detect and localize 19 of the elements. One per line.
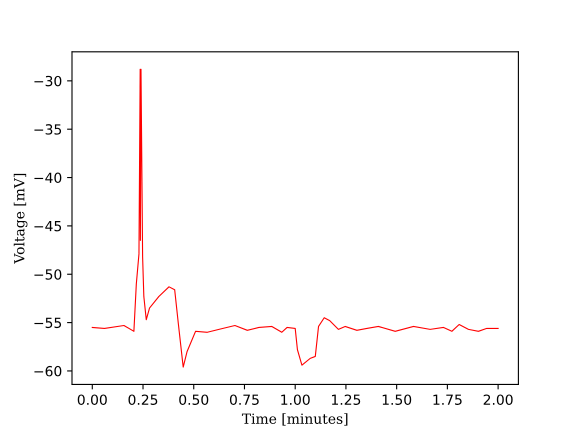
x-tick-label: 1.75 [433, 394, 462, 405]
x-tick-label: 2.00 [484, 394, 513, 405]
x-tick-label: 1.00 [281, 394, 310, 405]
x-tick-label: 0.25 [128, 394, 158, 405]
y-tick-label: −60 [34, 366, 62, 376]
x-tick-label: 0.75 [230, 394, 259, 405]
y-tick-label: −50 [34, 269, 62, 280]
x-tick-label: 1.25 [332, 394, 360, 405]
x-tick-label: 1.50 [382, 394, 412, 405]
x-tick-label: 0.50 [179, 394, 208, 405]
x-axis-title: Time [minutes] [242, 413, 348, 426]
y-tick-label: −45 [34, 221, 62, 232]
y-tick-label: −30 [34, 76, 62, 86]
y-tick-label: −40 [34, 172, 62, 184]
x-tick-label: 0.00 [78, 394, 107, 405]
line-series [92, 68, 499, 368]
y-tick-label: −35 [34, 124, 62, 135]
y-axis-title: Voltage [mV] [14, 174, 28, 264]
y-tick-label: −55 [34, 318, 62, 328]
